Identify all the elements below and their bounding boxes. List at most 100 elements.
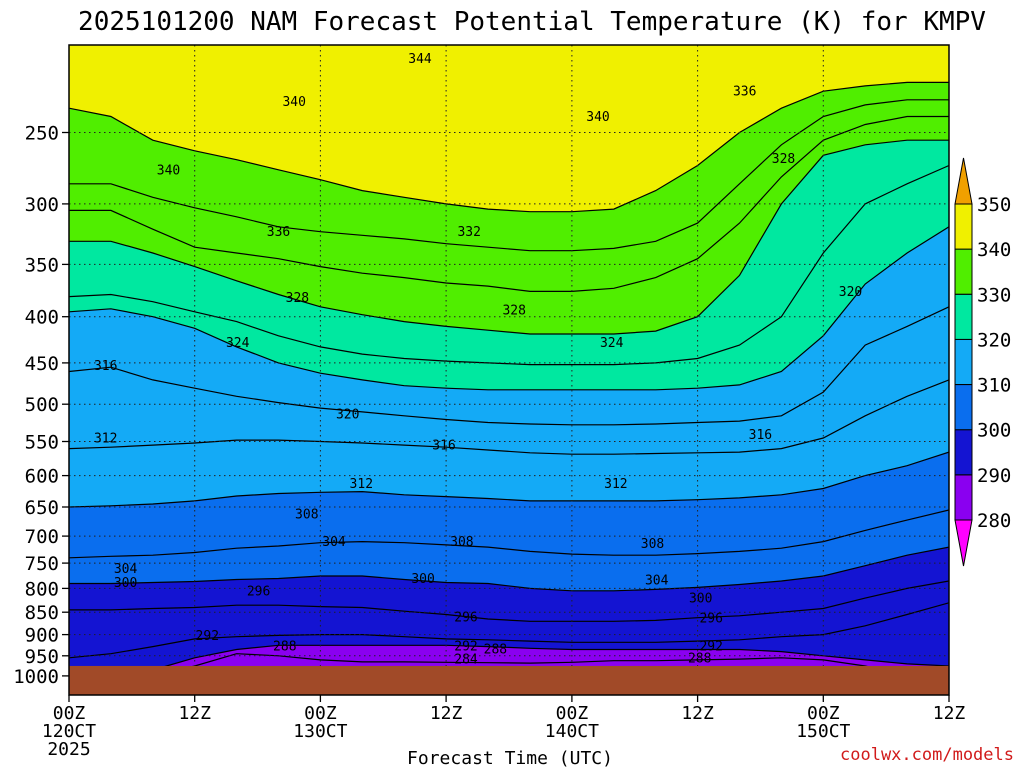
- y-axis: 2503003504004505005506006507007508008509…: [13, 123, 69, 688]
- contour-label: 288: [688, 651, 711, 666]
- plot-area: [69, 45, 949, 695]
- y-tick-label: 600: [25, 466, 59, 488]
- y-tick-label: 950: [25, 646, 59, 668]
- colorbar-swatch-280: [954, 474, 973, 521]
- contour-label: 320: [336, 408, 359, 423]
- contour-label: 292: [699, 640, 722, 655]
- colorbar-label: 300: [977, 420, 1011, 442]
- isentrope-312: [69, 379, 949, 455]
- isentrope-308: [69, 451, 949, 508]
- colorbar-swatch-310: [954, 338, 973, 385]
- contour-label: 296: [247, 584, 270, 599]
- isentrope-lines: [69, 81, 949, 677]
- contour-label: 340: [282, 95, 305, 110]
- y-tick-label: 800: [25, 578, 59, 600]
- contour-label: 296: [699, 612, 722, 627]
- x-date-label: 130CT: [293, 721, 347, 742]
- isentrope-340: [69, 81, 949, 213]
- colorbar-label: 290: [977, 465, 1011, 487]
- contour-label: 312: [94, 432, 117, 447]
- contour-label: 300: [114, 576, 137, 591]
- isentrope-316: [69, 306, 949, 426]
- contour-label: 336: [267, 225, 290, 240]
- isentrope-336: [69, 99, 949, 252]
- x-date-label: 120CT: [42, 721, 96, 742]
- contour-label: 316: [94, 359, 117, 374]
- credit-text: coolwx.com/models: [840, 745, 1014, 765]
- x-tick-label: 00Z: [556, 703, 589, 724]
- colorbar-bottom-arrow: [954, 519, 973, 567]
- y-tick-label: 300: [25, 194, 59, 216]
- x-tick-label: 00Z: [807, 703, 840, 724]
- contour-label: 296: [454, 610, 477, 625]
- colorbar-label: 340: [977, 239, 1011, 261]
- y-tick-label: 450: [25, 353, 59, 375]
- colorbar-swatch-320: [954, 293, 973, 340]
- x-tick-label: 00Z: [53, 703, 86, 724]
- grid-lines: [69, 45, 949, 695]
- contour-label: 300: [411, 572, 434, 587]
- contour-label: 292: [454, 640, 477, 655]
- isentrope-284: [69, 653, 949, 677]
- y-tick-label: 700: [25, 526, 59, 548]
- contour-label: 308: [295, 508, 318, 523]
- contour-label: 328: [502, 303, 525, 318]
- x-tick-label: 12Z: [430, 703, 463, 724]
- y-tick-label: 1000: [13, 666, 59, 688]
- contour-label: 308: [450, 535, 473, 550]
- colorbar-swatch-290: [954, 429, 973, 476]
- contour-label: 288: [484, 643, 507, 658]
- y-tick-label: 650: [25, 497, 59, 519]
- contour-label: 320: [839, 285, 862, 300]
- y-tick-label: 850: [25, 602, 59, 624]
- isentrope-304: [69, 509, 949, 559]
- isentrope-324: [69, 164, 949, 366]
- contour-label: 340: [157, 163, 180, 178]
- x-tick-label: 12Z: [178, 703, 211, 724]
- contour-label: 284: [454, 653, 478, 668]
- contour-label: 332: [457, 225, 480, 240]
- x-date-label: 150CT: [796, 721, 850, 742]
- colorbar-label: 320: [977, 329, 1011, 351]
- colorbar-top-arrow: [954, 157, 973, 205]
- colorbar-label: 350: [977, 194, 1011, 216]
- isentrope-288: [69, 644, 949, 677]
- contour-label: 344: [408, 52, 432, 67]
- contour-label: 308: [641, 537, 664, 552]
- y-tick-label: 750: [25, 553, 59, 575]
- contour-label: 312: [604, 477, 627, 492]
- contour-label: 324: [226, 336, 250, 351]
- y-tick-label: 900: [25, 625, 59, 647]
- contour-label: 304: [645, 574, 669, 589]
- x-axis-title: Forecast Time (UTC): [407, 748, 613, 768]
- x-year-label: 2025: [47, 739, 90, 760]
- isentrope-300: [69, 546, 949, 592]
- contour-label: 340: [586, 110, 609, 125]
- x-tick-label: 12Z: [681, 703, 714, 724]
- colorbar-label: 310: [977, 375, 1011, 397]
- contour-label: 304: [114, 562, 138, 577]
- contour-labels: 344 340 336 340 340 328 336 332 320 328 328 324 324 3…: [94, 52, 862, 668]
- contour-label: 316: [749, 428, 772, 443]
- y-tick-label: 500: [25, 394, 59, 416]
- x-date-label: 140CT: [545, 721, 599, 742]
- x-tick-label: 00Z: [304, 703, 337, 724]
- contour-label: 336: [733, 85, 756, 100]
- colorbar-label: 330: [977, 284, 1011, 306]
- contour-label: 324: [600, 336, 624, 351]
- colorbar-swatch-330: [954, 248, 973, 295]
- y-tick-label: 400: [25, 307, 59, 329]
- y-tick-label: 350: [25, 254, 59, 276]
- contour-label: 328: [286, 291, 309, 306]
- chart-title: 2025101200 NAM Forecast Potential Temper…: [78, 7, 986, 37]
- isentrope-320: [69, 226, 949, 391]
- y-tick-label: 250: [25, 123, 59, 145]
- colorbar-swatch-300: [954, 384, 973, 431]
- colorbar-swatch-340: [954, 203, 973, 250]
- x-tick-label: 12Z: [933, 703, 966, 724]
- contour-label: 304: [322, 535, 346, 550]
- colorbar: 280 290 300 310 320 330 340 350: [954, 157, 1011, 567]
- contour-label: 288: [273, 640, 296, 655]
- ground-surface: [69, 665, 949, 695]
